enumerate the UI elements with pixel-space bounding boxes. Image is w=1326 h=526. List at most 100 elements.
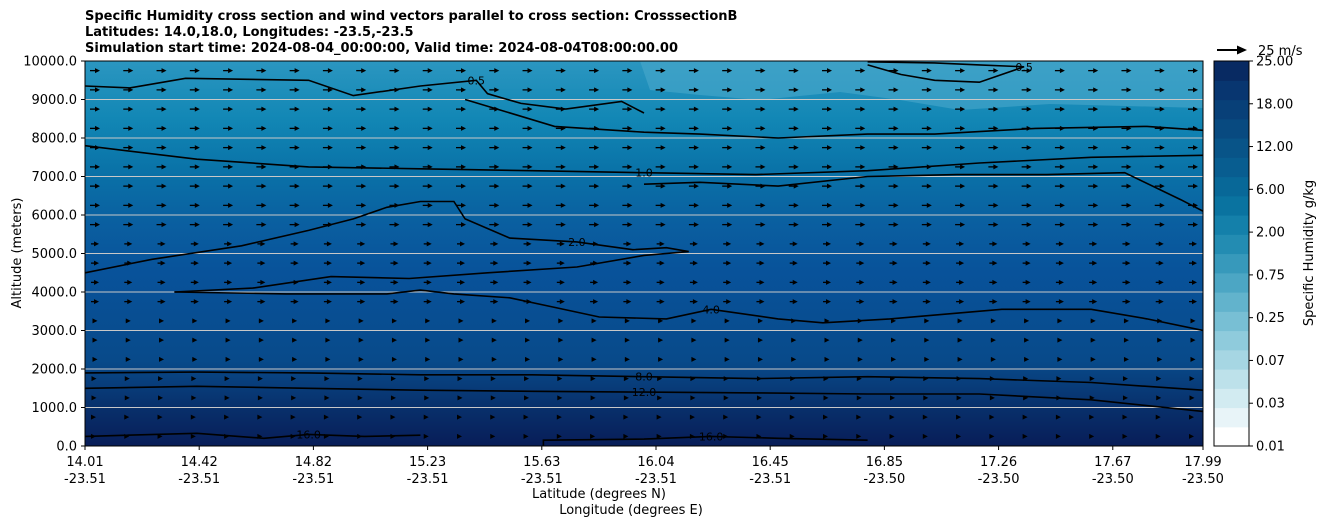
wind-vector bbox=[689, 260, 698, 266]
x-axis-label-lat: Latitude (degrees N) bbox=[532, 487, 666, 502]
wind-vector bbox=[1121, 145, 1132, 151]
wind-vector bbox=[755, 145, 766, 151]
wind-vector bbox=[724, 318, 730, 324]
wind-vector bbox=[556, 279, 565, 285]
wind-vector bbox=[722, 145, 733, 151]
wind-vector bbox=[722, 106, 733, 112]
wind-vector bbox=[322, 87, 333, 93]
wind-vector bbox=[989, 260, 998, 266]
wind-vector bbox=[90, 87, 100, 93]
wind-vector bbox=[489, 145, 500, 151]
wind-vector bbox=[888, 183, 899, 189]
colorbar-tick-label: 12.00 bbox=[1256, 140, 1293, 155]
wind-vector bbox=[522, 68, 533, 74]
wind-vector bbox=[256, 106, 267, 112]
wind-vector bbox=[888, 222, 899, 228]
wind-vector bbox=[357, 260, 366, 266]
wind-vector bbox=[855, 222, 866, 228]
wind-vector bbox=[522, 106, 533, 112]
colorbar-band bbox=[1214, 195, 1249, 216]
wind-vector bbox=[855, 164, 866, 170]
wind-vector bbox=[489, 125, 500, 131]
wind-vector bbox=[1088, 222, 1099, 228]
wind-vector bbox=[290, 414, 296, 420]
wind-vector bbox=[324, 376, 330, 382]
title-line-2: Latitudes: 14.0,18.0, Longitudes: -23.5,… bbox=[85, 25, 414, 40]
wind-vector bbox=[1088, 106, 1099, 112]
x-tick-label-lon: -23.51 bbox=[407, 472, 449, 487]
wind-vector bbox=[192, 337, 198, 343]
wind-vector bbox=[789, 241, 798, 247]
wind-vector bbox=[189, 87, 200, 93]
wind-vector bbox=[1189, 433, 1194, 439]
wind-vector bbox=[123, 106, 134, 112]
wind-vector bbox=[456, 164, 466, 170]
wind-vector bbox=[258, 356, 264, 362]
wind-vector bbox=[955, 68, 966, 74]
wind-vector bbox=[224, 395, 230, 401]
wind-vector bbox=[357, 414, 363, 420]
x-tick-label-lat: 14.01 bbox=[66, 455, 103, 470]
y-tick-label: 6000.0 bbox=[32, 209, 78, 224]
wind-vector bbox=[755, 222, 766, 228]
x-axis: 14.01 -23.51 14.42 -23.51 14.82 -23.51 15.23 -2… bbox=[64, 446, 1224, 487]
wind-vector bbox=[823, 433, 828, 439]
wind-vector bbox=[557, 376, 563, 382]
wind-vector bbox=[989, 279, 998, 285]
wind-vector bbox=[988, 125, 999, 131]
colorbar-tick-label: 25.00 bbox=[1256, 55, 1293, 70]
colorbar-band bbox=[1214, 138, 1249, 158]
wind-vector bbox=[324, 395, 330, 401]
wind-vector bbox=[458, 356, 464, 362]
wind-vector bbox=[489, 222, 500, 228]
wind-vector bbox=[788, 164, 799, 170]
wind-vector bbox=[156, 145, 167, 151]
wind-vector bbox=[491, 337, 497, 343]
wind-vector bbox=[159, 356, 165, 362]
wind-vector bbox=[624, 337, 630, 343]
wind-vector bbox=[956, 241, 965, 247]
wind-vector bbox=[623, 279, 632, 285]
wind-vector bbox=[789, 260, 798, 266]
wind-vector bbox=[322, 183, 333, 189]
wind-vector bbox=[457, 414, 462, 420]
wind-vector bbox=[589, 106, 600, 112]
wind-vector bbox=[1021, 68, 1032, 74]
wind-vectors bbox=[90, 68, 1198, 439]
colorbar-band bbox=[1214, 426, 1249, 447]
wind-vector bbox=[921, 145, 932, 151]
quiver-key-arrow-icon bbox=[1237, 45, 1247, 55]
wind-vector bbox=[256, 202, 267, 208]
wind-vector bbox=[1121, 87, 1132, 93]
wind-vector bbox=[556, 260, 565, 266]
colorbar-band bbox=[1214, 157, 1249, 178]
wind-vector bbox=[921, 87, 932, 93]
wind-vector bbox=[125, 318, 131, 324]
colorbar-band bbox=[1214, 99, 1249, 120]
wind-vector bbox=[256, 125, 267, 131]
contour-label: 0.5 bbox=[468, 74, 486, 87]
title-line-1: Specific Humidity cross section and wind… bbox=[85, 9, 738, 24]
wind-vector bbox=[489, 164, 500, 170]
wind-vector bbox=[822, 145, 832, 151]
wind-vector bbox=[955, 106, 966, 112]
wind-vector bbox=[989, 241, 998, 247]
wind-vector bbox=[891, 318, 897, 324]
colorbar: 0.01 0.03 0.07 0.25 0.75 2.00 6.00 12.00 18.00 25… bbox=[1213, 55, 1317, 455]
wind-vector bbox=[390, 395, 396, 401]
wind-vector bbox=[591, 337, 597, 343]
wind-vector bbox=[156, 202, 167, 208]
wind-vector bbox=[1021, 183, 1032, 189]
wind-vector bbox=[722, 222, 733, 228]
wind-vector bbox=[757, 337, 763, 343]
wind-vector bbox=[91, 279, 99, 285]
wind-vector bbox=[622, 68, 633, 74]
wind-vector bbox=[822, 183, 832, 189]
wind-vector bbox=[223, 87, 234, 93]
wind-vector bbox=[156, 87, 167, 93]
x-tick-label-lat: 14.82 bbox=[295, 455, 332, 470]
wind-vector bbox=[589, 222, 600, 228]
wind-vector bbox=[1154, 202, 1165, 208]
wind-vector bbox=[788, 222, 799, 228]
